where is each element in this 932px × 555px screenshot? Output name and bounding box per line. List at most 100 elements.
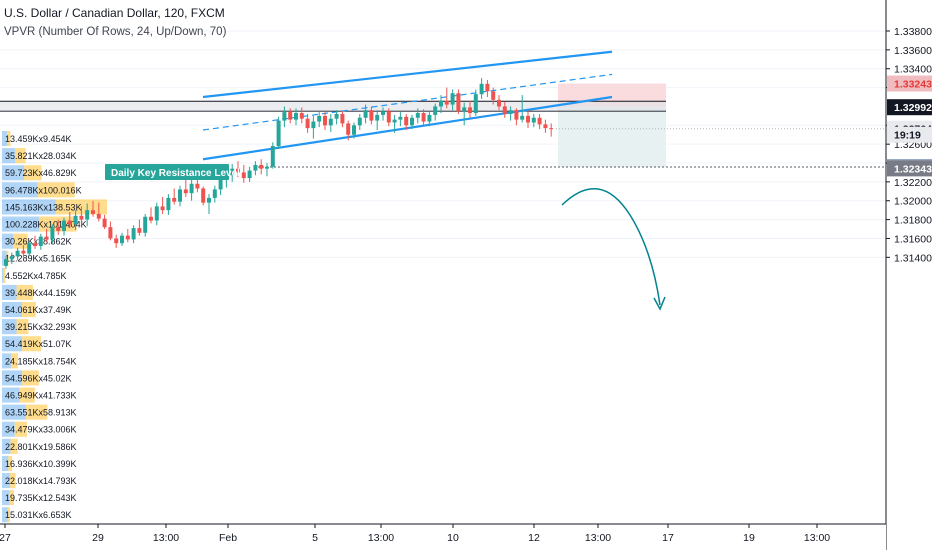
candle-body (444, 100, 449, 105)
candle-body (328, 118, 333, 126)
volume-profile-label: 19.735Kx12.543K (5, 493, 77, 503)
volume-profile-label: 100.228Kx101.404K (5, 220, 87, 230)
volume-profile-bar-up (2, 302, 23, 318)
volume-profile-bar-up (2, 182, 38, 198)
volume-profile-label: 59.723Kx46.829K (5, 168, 77, 178)
time-tick-label: 17 (662, 532, 674, 544)
candle-body (282, 112, 287, 121)
time-tick-label: 29 (92, 532, 104, 544)
volume-profile-bar-up (2, 216, 40, 232)
volume-profile-label: 22.801Kx19.586K (5, 442, 77, 452)
volume-profile-bar-down (6, 131, 11, 147)
candle-body (230, 168, 235, 176)
candle-body (44, 236, 49, 240)
candle-body (207, 197, 211, 203)
candle-body (415, 113, 420, 118)
candle-body (236, 168, 240, 173)
time-tick-label: 27 (0, 532, 11, 544)
volume-profile-label: 54.061Kx37.49K (5, 305, 72, 315)
volume-profile-bar-down (25, 404, 48, 420)
volume-profile-bar-up (2, 490, 10, 506)
candle-body (340, 113, 345, 124)
price-label-box (887, 75, 932, 92)
candle-body (491, 91, 496, 100)
candle-body (276, 120, 281, 147)
price-label-box (887, 99, 932, 116)
channel-upper-line (202, 50, 613, 99)
volume-profile-bar-up (2, 455, 9, 471)
candle-body (485, 83, 490, 92)
volume-profile-bar-down (13, 233, 28, 249)
candle-body (131, 228, 136, 240)
candle-body (357, 117, 362, 126)
volume-profile-bar-up (2, 199, 56, 215)
candle-body (352, 125, 356, 135)
candle-body (91, 210, 95, 214)
volume-profile-label: 46.949Kx41.733K (5, 391, 77, 401)
volume-profile-bar-up (2, 438, 11, 454)
volume-profile-bar-down (8, 455, 13, 471)
candle-body (311, 121, 316, 129)
volume-profile-label: 39.448Kx44.159K (5, 288, 77, 298)
time-tick-label: 19 (743, 532, 755, 544)
volume-profile-bar-up (2, 319, 17, 335)
channel-mid-line (202, 73, 613, 131)
candle-body (27, 243, 32, 254)
time-tick-label: 13:00 (153, 532, 179, 544)
volume-profile-label: 24.185Kx18.754K (5, 356, 77, 366)
candle-body (549, 128, 554, 130)
candle-body (56, 227, 61, 231)
volume-profile-bar-down (22, 302, 36, 318)
volume-profile-bar-up (2, 507, 8, 523)
candle-body (317, 115, 322, 122)
time-tick-label: 5 (312, 532, 318, 544)
volume-profile-label: 54.596Kx45.02K (5, 373, 72, 383)
candle-body (386, 111, 391, 123)
candle-body (96, 213, 101, 219)
volume-profile-bar-down (10, 353, 18, 369)
candle-body (404, 116, 409, 126)
candle-body (363, 110, 368, 118)
volume-profile-bar-down (16, 284, 33, 300)
volume-profile-bar-up (2, 250, 7, 266)
candle-body (520, 115, 525, 120)
price-tick-label: 1.32200 (894, 177, 932, 189)
volume-profile-bar-down (7, 507, 11, 523)
volume-profile-label: 15.031Kx6.653K (5, 510, 72, 520)
volume-profile-label: 4.552Kx4.785K (5, 271, 67, 281)
projection-arrow (561, 188, 661, 306)
candle-body (502, 106, 507, 114)
volume-profile-bar-up (2, 336, 23, 352)
volume-profile-bar-up (2, 131, 7, 147)
candle-body (398, 116, 403, 120)
candle-body (183, 189, 188, 194)
candle-body (114, 238, 119, 244)
time-tick-label: 12 (528, 532, 540, 544)
candle-body (537, 117, 542, 125)
volume-profile-bar-up (2, 148, 16, 164)
volume-profile-label: 96.478Kx100.016K (5, 185, 82, 195)
candle-body (166, 197, 171, 211)
candle-body (305, 118, 310, 129)
volume-profile-bar-down (22, 336, 42, 352)
candle-body (62, 220, 66, 231)
candle-body (79, 215, 84, 220)
price-tick-label: 1.31800 (894, 215, 932, 227)
volume-profile-bar-up (2, 267, 4, 283)
candle-body (439, 100, 443, 107)
volume-profile-bar-down (14, 421, 27, 437)
candle-body (4, 259, 8, 266)
volume-profile-label: 145.163Kx138.53K (5, 202, 82, 212)
volume-profile-label: 12.289Kx5.165K (5, 254, 72, 264)
candle-body (33, 243, 37, 247)
candle-body (468, 107, 472, 114)
candle-body (299, 113, 304, 119)
candle-body (178, 189, 182, 202)
volume-profile-bar-down (10, 438, 18, 454)
volume-profile-bar-up (2, 165, 25, 181)
volume-profile-label: 16.936Kx10.399K (5, 459, 77, 469)
candle-body (212, 189, 217, 198)
candle-body (346, 123, 351, 135)
volume-profile-bar-down (3, 267, 6, 283)
candle-body (456, 93, 461, 112)
